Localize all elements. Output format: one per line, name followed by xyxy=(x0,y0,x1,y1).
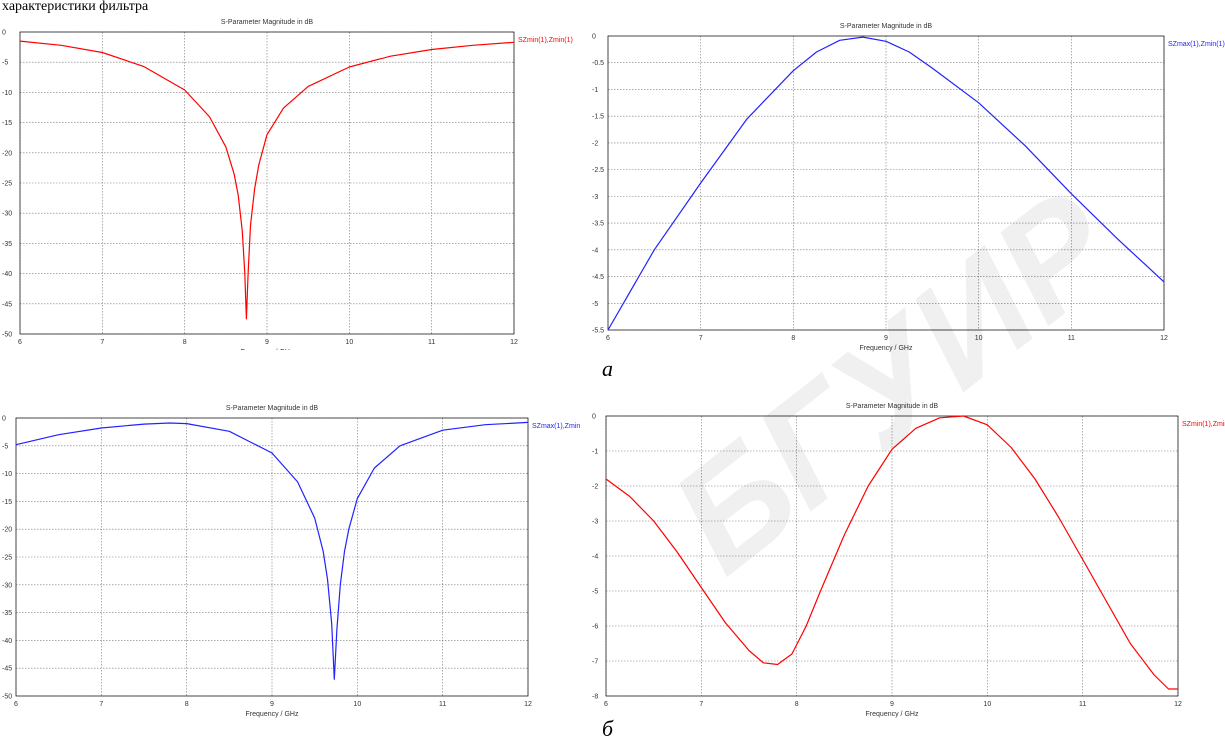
caption-panel-b: б xyxy=(602,716,614,741)
x-tick-label: 7 xyxy=(99,701,103,708)
y-tick-label: -50 xyxy=(2,332,12,339)
y-tick-label: -40 xyxy=(2,638,12,645)
y-tick-label: -50 xyxy=(2,694,12,701)
chart-title: S-Parameter Magnitude in dB xyxy=(846,403,939,410)
x-tick-label: 12 xyxy=(524,701,532,708)
y-tick-label: -2 xyxy=(592,484,598,491)
y-tick-label: -20 xyxy=(2,150,12,157)
y-tick-label: -3.5 xyxy=(592,221,604,228)
chart-title: S-Parameter Magnitude in dB xyxy=(226,405,319,412)
plot-frame xyxy=(15,417,529,697)
y-tick-label: -4 xyxy=(592,247,598,254)
x-tick-label: 12 xyxy=(510,339,518,346)
y-tick-label: -10 xyxy=(2,471,12,478)
caption-panel-a: а xyxy=(602,356,613,381)
x-axis-label: Frequency / GHz xyxy=(860,345,913,352)
y-tick-label: -25 xyxy=(2,181,12,188)
y-tick-label: -4.5 xyxy=(592,274,604,281)
y-tick-label: -3 xyxy=(592,519,598,526)
y-tick-label: -4 xyxy=(592,554,598,561)
x-axis-label: Frequency / GHz xyxy=(241,349,294,350)
y-tick-label: -5 xyxy=(592,589,598,596)
x-tick-label: 8 xyxy=(185,701,189,708)
chart-title: S-Parameter Magnitude in dB xyxy=(221,19,314,26)
y-tick-label: -1 xyxy=(592,87,598,94)
x-tick-label: 7 xyxy=(100,339,104,346)
chart-panel-b-left: S-Parameter Magnitude in dB 6 7 8 9 10 11 12 0 -5… xyxy=(2,405,580,718)
y-tick-label: -5 xyxy=(2,443,8,450)
y-tick-label: -6 xyxy=(592,624,598,631)
y-tick-label: -10 xyxy=(2,90,12,97)
x-tick-label: 6 xyxy=(14,701,18,708)
x-tick-label: 11 xyxy=(439,701,446,708)
x-tick-label: 8 xyxy=(795,701,799,708)
y-tick-label: -8 xyxy=(592,694,598,701)
legend-entry: SZmax(1),Zmin(1) xyxy=(532,423,580,430)
y-tick-label: -5.5 xyxy=(592,328,604,335)
y-tick-label: -3 xyxy=(592,194,598,201)
x-tick-label: 6 xyxy=(604,701,608,708)
legend-entry: SZmin(1),Zmin(1) xyxy=(1182,421,1225,428)
x-axis-label: Frequency / GHz xyxy=(866,711,919,718)
y-tick-label: -5 xyxy=(2,60,8,67)
series-line xyxy=(607,36,1165,331)
y-tick-label: -0.5 xyxy=(592,60,604,67)
y-tick-label: -15 xyxy=(2,120,12,127)
y-tick-label: -45 xyxy=(2,301,12,308)
y-tick-label: 0 xyxy=(592,34,596,41)
y-tick-label: 0 xyxy=(592,414,596,421)
y-tick-label: -7 xyxy=(592,659,598,666)
x-tick-label: 8 xyxy=(791,335,795,342)
x-tick-label: 9 xyxy=(270,701,274,708)
chart-panel-b-right: S-Parameter Magnitude in dB 6 7 8 9 10 11 12 0 -1… xyxy=(592,403,1225,718)
y-tick-label: -30 xyxy=(2,211,12,218)
y-tick-label: -25 xyxy=(2,555,12,562)
x-tick-label: 6 xyxy=(18,339,22,346)
x-tick-label: 10 xyxy=(345,339,353,346)
y-tick-label: 0 xyxy=(2,416,6,423)
y-tick-label: -35 xyxy=(2,241,12,248)
x-tick-label: 12 xyxy=(1174,701,1182,708)
x-tick-label: 8 xyxy=(183,339,187,346)
series-line xyxy=(19,40,515,320)
x-tick-label: 9 xyxy=(884,335,888,342)
x-tick-label: 9 xyxy=(265,339,269,346)
y-tick-label: -1.5 xyxy=(592,114,604,121)
y-tick-label: -15 xyxy=(2,499,12,506)
x-axis-label: Frequency / GHz xyxy=(246,711,299,718)
x-tick-label: 11 xyxy=(1079,701,1086,708)
series-line xyxy=(15,421,529,680)
chart-panel-a-right: S-Parameter Magnitude in dB 6 7 8 9 10 11 12 0 -0… xyxy=(592,23,1225,352)
x-tick-label: 9 xyxy=(890,701,894,708)
y-tick-label: -45 xyxy=(2,666,12,673)
plot-frame xyxy=(605,415,1179,697)
x-tick-label: 10 xyxy=(353,701,361,708)
y-tick-label: -5 xyxy=(592,301,598,308)
x-tick-label: 6 xyxy=(606,335,610,342)
x-tick-label: 11 xyxy=(1068,335,1075,342)
x-tick-label: 10 xyxy=(975,335,983,342)
plot-frame xyxy=(607,35,1165,331)
x-tick-label: 10 xyxy=(983,701,991,708)
y-tick-label: -20 xyxy=(2,527,12,534)
y-tick-label: -2.5 xyxy=(592,167,604,174)
x-tick-label: 11 xyxy=(428,339,435,346)
header-text: характеристики фильтра xyxy=(2,0,149,14)
y-tick-label: -40 xyxy=(2,271,12,278)
x-tick-label: 7 xyxy=(699,701,703,708)
chart-title: S-Parameter Magnitude in dB xyxy=(840,23,933,30)
x-tick-label: 12 xyxy=(1160,335,1168,342)
x-tick-label: 7 xyxy=(699,335,703,342)
y-tick-label: -1 xyxy=(592,449,598,456)
plot-frame xyxy=(19,31,515,335)
legend-entry: SZmax(1),Zmin(1) xyxy=(1168,41,1225,48)
y-tick-label: -30 xyxy=(2,582,12,589)
y-tick-label: -2 xyxy=(592,140,598,147)
chart-panel-a-left: S-Parameter Magnitude in dB 6 7 8 9 10 11 12 0 -5… xyxy=(2,19,573,350)
series-line xyxy=(605,415,1178,690)
y-tick-label: -35 xyxy=(2,610,12,617)
y-tick-label: 0 xyxy=(2,30,6,37)
legend-entry: SZmin(1),Zmin(1) xyxy=(518,37,573,44)
